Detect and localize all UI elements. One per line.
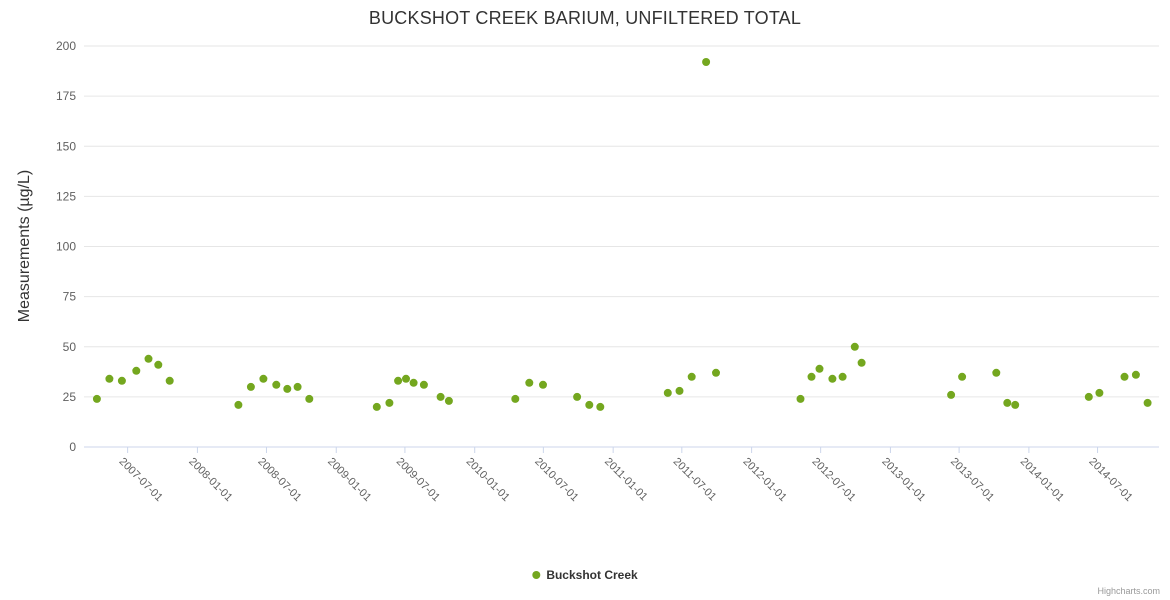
data-point[interactable] (1011, 400, 1020, 409)
x-tick-label: 2009-01-01 (325, 456, 373, 504)
y-tick-label: 200 (56, 39, 76, 53)
chart-title: BUCKSHOT CREEK BARIUM, UNFILTERED TOTAL (368, 8, 802, 28)
y-tick-label: 50 (63, 340, 77, 354)
y-tick-label: 100 (56, 240, 76, 254)
data-point[interactable] (154, 360, 163, 369)
x-tick-label: 2009-07-01 (394, 456, 442, 504)
x-tick-label: 2014-01-01 (1018, 456, 1066, 504)
data-point[interactable] (807, 372, 816, 381)
data-point[interactable] (385, 398, 394, 407)
data-point[interactable] (234, 400, 243, 409)
x-tick-label: 2007-07-01 (117, 456, 165, 504)
data-point[interactable] (796, 394, 805, 403)
data-point[interactable] (402, 374, 410, 383)
x-tick-label: 2008-01-01 (186, 456, 234, 504)
data-point[interactable] (958, 372, 967, 381)
data-point[interactable] (947, 390, 956, 399)
data-point[interactable] (394, 376, 403, 385)
x-tick-label: 2010-01-01 (464, 456, 512, 504)
data-point[interactable] (419, 380, 428, 389)
x-tick-label: 2008-07-01 (255, 456, 303, 504)
data-point[interactable] (305, 394, 314, 403)
data-point[interactable] (596, 402, 605, 411)
data-point[interactable] (144, 354, 153, 363)
data-point[interactable] (1084, 392, 1093, 401)
data-point[interactable] (165, 376, 174, 385)
x-tick-label: 2011-07-01 (671, 456, 719, 504)
data-point[interactable] (687, 372, 696, 381)
data-point[interactable] (132, 366, 141, 375)
x-tick-label: 2013-07-01 (948, 456, 996, 504)
x-tick-label: 2011-01-01 (602, 456, 650, 504)
data-point[interactable] (92, 394, 101, 403)
data-point[interactable] (1003, 398, 1012, 407)
x-tick-label: 2014-07-01 (1086, 456, 1134, 504)
data-point[interactable] (1131, 370, 1140, 379)
data-point[interactable] (712, 368, 720, 377)
data-point[interactable] (372, 402, 381, 411)
data-point[interactable] (1095, 388, 1104, 397)
x-tick-label: 2012-01-01 (740, 456, 788, 504)
data-point[interactable] (539, 380, 547, 389)
data-point[interactable] (663, 388, 672, 397)
data-point[interactable] (117, 376, 126, 385)
data-point[interactable] (511, 394, 520, 403)
data-point[interactable] (828, 374, 837, 383)
data-point[interactable] (838, 372, 847, 381)
data-point[interactable] (573, 392, 582, 401)
data-point[interactable] (585, 400, 594, 409)
y-tick-label: 25 (63, 390, 77, 404)
legend-marker-icon (532, 571, 541, 579)
data-point[interactable] (283, 384, 292, 393)
data-point[interactable] (105, 374, 114, 383)
x-tick-label: 2012-07-01 (810, 456, 858, 504)
x-tick-label: 2010-07-01 (532, 456, 580, 504)
data-point[interactable] (815, 364, 824, 373)
y-tick-label: 175 (56, 89, 76, 103)
data-point[interactable] (246, 382, 255, 391)
data-point[interactable] (850, 342, 859, 351)
data-point[interactable] (992, 368, 1001, 377)
data-point[interactable] (675, 386, 684, 395)
legend-label: Buckshot Creek (546, 568, 638, 582)
x-tick-label: 2013-01-01 (879, 456, 927, 504)
y-tick-label: 75 (63, 290, 77, 304)
y-tick-label: 0 (69, 440, 76, 454)
data-point[interactable] (444, 396, 453, 405)
data-point[interactable] (293, 382, 302, 391)
data-point[interactable] (272, 380, 281, 389)
data-point[interactable] (525, 378, 534, 387)
data-point[interactable] (409, 378, 418, 387)
data-point[interactable] (1143, 398, 1152, 407)
data-point[interactable] (259, 374, 268, 383)
legend-item-buckshot-creek[interactable]: Buckshot Creek (532, 568, 638, 582)
y-tick-label: 150 (56, 139, 76, 153)
data-point[interactable] (1120, 372, 1129, 381)
y-tick-label: 125 (56, 189, 76, 203)
data-point[interactable] (436, 392, 445, 401)
data-point[interactable] (857, 358, 866, 367)
data-point[interactable] (702, 58, 711, 66)
highcharts-credits-link[interactable]: Highcharts.com (1097, 586, 1160, 596)
